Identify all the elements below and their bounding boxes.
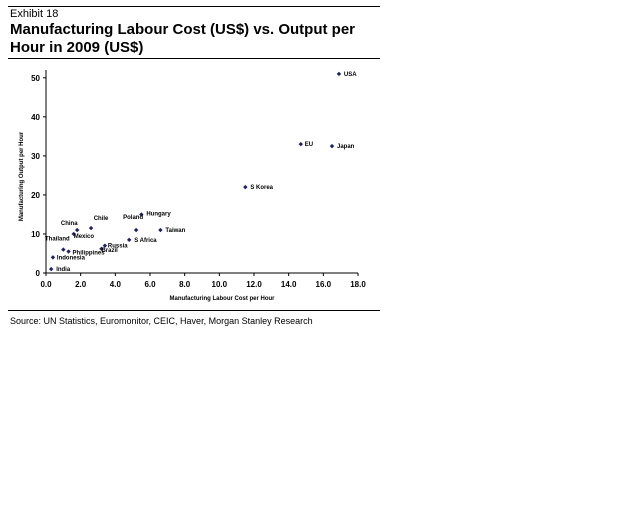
x-tick-label: 14.0 (281, 280, 297, 289)
chart-title: Manufacturing Labour Cost (US$) vs. Outp… (10, 21, 356, 56)
point-label-hungary: Hungary (146, 211, 171, 217)
data-point-brazil (99, 246, 104, 251)
data-point-india (49, 266, 54, 272)
title-rule (8, 58, 380, 59)
point-label-china: China (61, 221, 78, 227)
data-point-indonesia (50, 255, 56, 260)
x-tick-label: 10.0 (212, 280, 228, 289)
x-tick-label: 12.0 (246, 280, 262, 289)
data-point-chile (88, 225, 94, 231)
y-tick-label: 20 (31, 191, 40, 200)
source-rule (8, 310, 380, 311)
y-tick-label: 50 (31, 74, 40, 83)
point-label-russia: Russia (108, 244, 128, 250)
point-label-brazil: Brazil (101, 248, 118, 254)
point-label-usa: USA (344, 72, 357, 78)
data-point-taiwan (158, 227, 163, 233)
point-label-s-africa: S Africa (134, 238, 157, 244)
x-tick-label: 2.0 (75, 280, 87, 289)
y-tick-label: 30 (31, 152, 40, 161)
data-point-eu (298, 141, 303, 147)
x-tick-label: 8.0 (179, 280, 191, 289)
x-tick-label: 6.0 (144, 280, 156, 289)
point-label-taiwan: Taiwan (165, 228, 185, 234)
data-point-s-korea (243, 184, 248, 190)
point-label-poland: Poland (123, 215, 143, 221)
y-tick-label: 40 (31, 113, 40, 122)
data-point-mexico (71, 231, 76, 237)
data-point-hungary (139, 212, 144, 217)
exhibit-label: Exhibit 18 (10, 8, 59, 20)
data-point-philippines (66, 249, 71, 254)
point-label-mexico: Mexico (74, 234, 95, 240)
x-tick-label: 4.0 (110, 280, 122, 289)
data-point-japan (329, 143, 335, 149)
point-label-chile: Chile (94, 216, 109, 222)
y-tick-label: 10 (31, 230, 40, 239)
data-point-russia (102, 243, 108, 248)
y-tick-label: 0 (36, 269, 41, 278)
top-rule (8, 6, 380, 7)
data-point-usa (336, 71, 342, 77)
chart-axes: 0.0 2.0 4.0 6.0 8.0 10.0 12.0 14.0 16.0 18.0 0 10 20… (19, 70, 366, 302)
x-axis-label: Manufacturing Labour Cost per Hour (170, 296, 276, 302)
point-label-thailand: Thailand (45, 237, 70, 243)
point-label-philippines: Philippines (73, 251, 106, 257)
point-label-india: India (56, 267, 71, 273)
chart-points: USA EU Japan S Korea Hungary Taiwan Poland S Af… (45, 71, 357, 273)
data-point-china (75, 227, 80, 233)
data-point-s-africa (127, 237, 132, 243)
point-label-s-korea: S Korea (250, 185, 273, 191)
y-axis-label: Manufacturing Output per Hour (19, 131, 25, 221)
point-label-indonesia: Indonesia (57, 255, 86, 261)
data-point-thailand (61, 247, 66, 252)
point-label-japan: Japan (337, 144, 355, 150)
point-label-eu: EU (305, 142, 313, 148)
x-tick-label: 16.0 (316, 280, 332, 289)
source-note: Source: UN Statistics, Euromonitor, CEIC… (10, 316, 313, 326)
data-point-poland (133, 227, 139, 233)
x-tick-label: 0.0 (40, 280, 52, 289)
x-tick-label: 18.0 (350, 280, 366, 289)
